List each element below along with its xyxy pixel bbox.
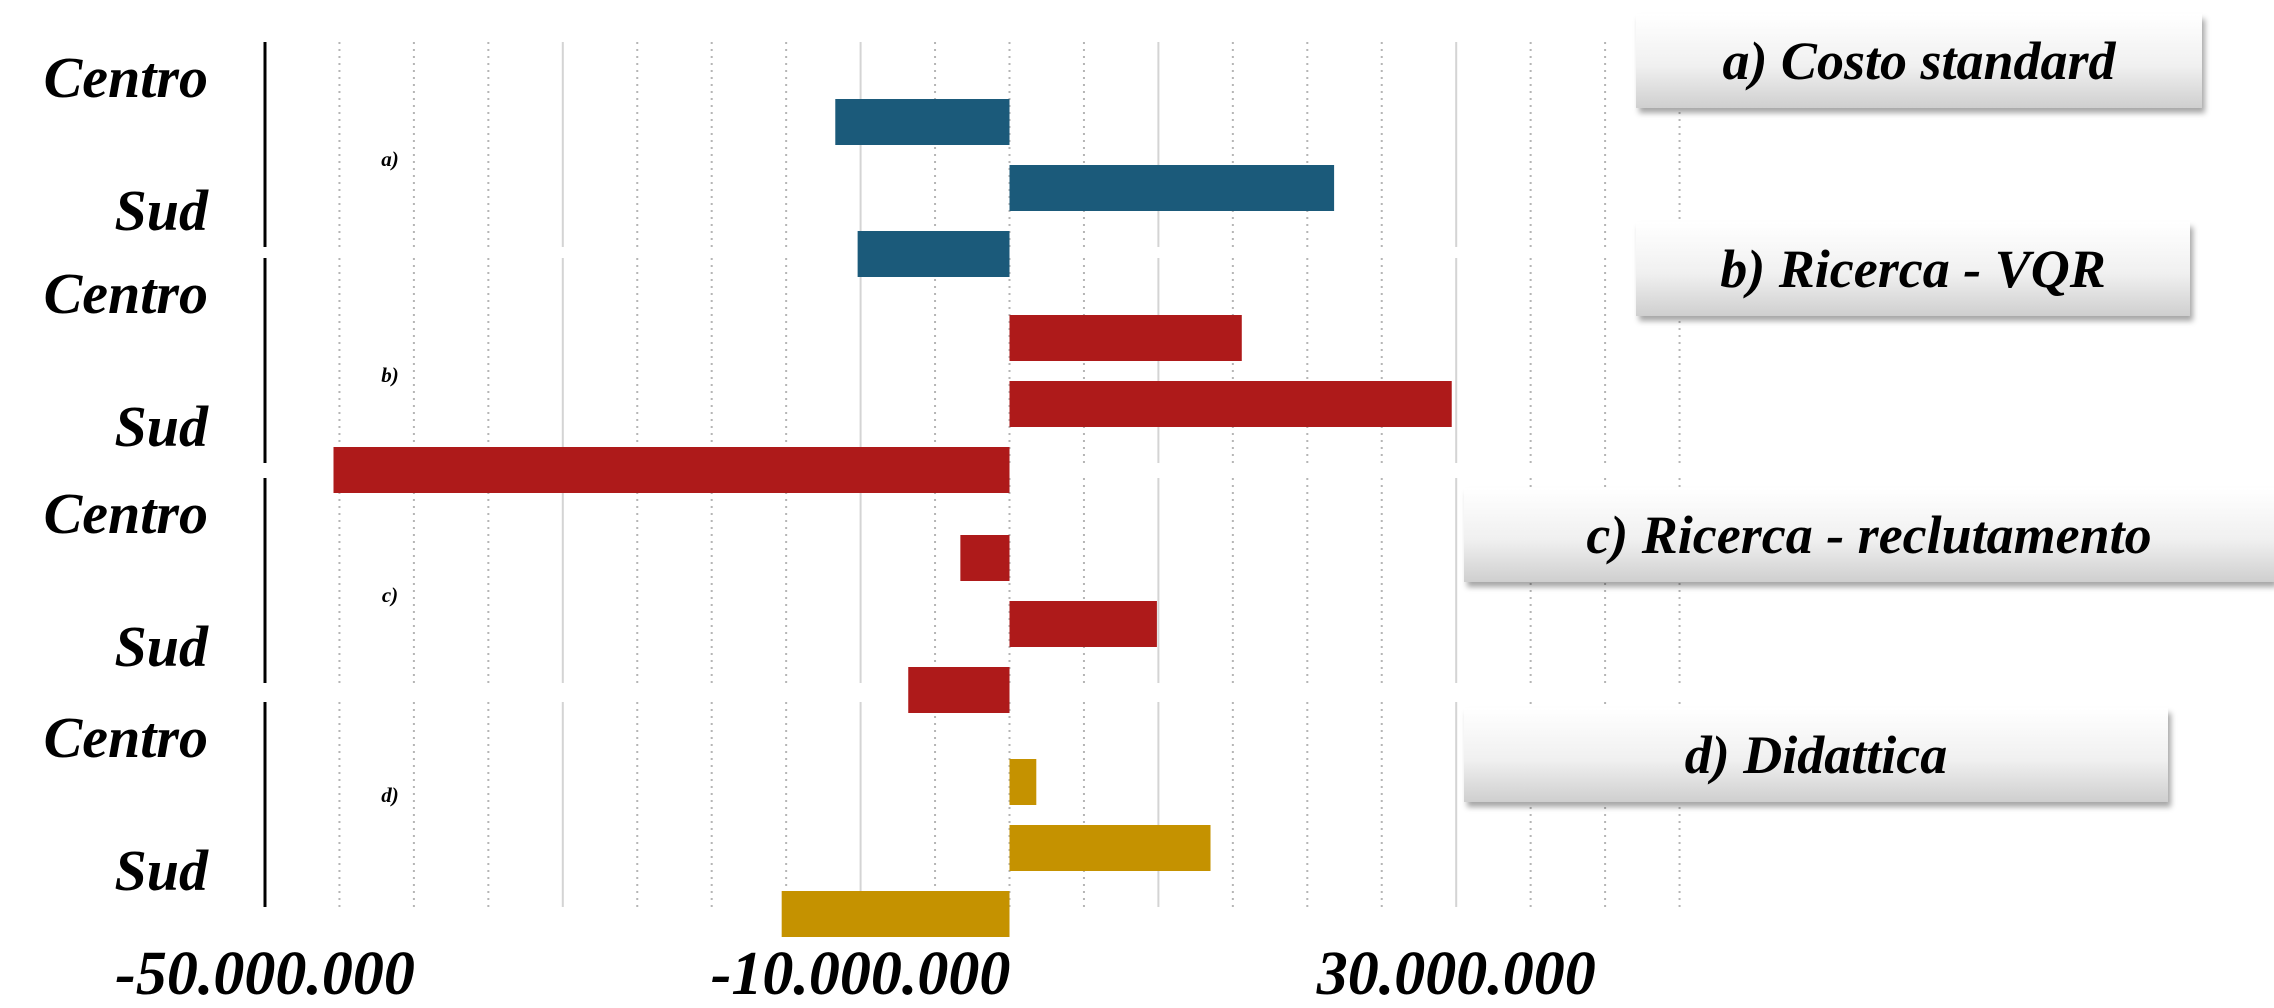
x-tick-label: -10.000.000 bbox=[711, 940, 1011, 1008]
panel-title: b) Ricerca - VQR bbox=[1720, 239, 2105, 299]
bar bbox=[1009, 759, 1037, 805]
category-label-centro: Centro bbox=[44, 481, 208, 546]
x-tick-label: 30.000.000 bbox=[1316, 940, 1596, 1008]
panel-title-box: d) Didattica bbox=[1464, 708, 2168, 802]
bar bbox=[857, 231, 1010, 277]
category-label-sud: Sud bbox=[114, 838, 209, 903]
panel-title-box: a) Costo standard bbox=[1636, 14, 2202, 108]
title-box-background bbox=[1464, 488, 2274, 582]
bar bbox=[1009, 315, 1242, 361]
panel-title-box: c) Ricerca - reclutamento bbox=[1464, 488, 2274, 582]
category-label-centro: Centro bbox=[44, 261, 208, 326]
panel-id: b) bbox=[381, 363, 399, 387]
panel-titles: a) Costo standard b) Ricerca - VQR c) Rice… bbox=[1464, 14, 2274, 802]
bar bbox=[835, 99, 1010, 145]
x-tick-label: -50.000.000 bbox=[115, 940, 415, 1008]
gridlines bbox=[338, 42, 1681, 907]
bar bbox=[333, 447, 1010, 493]
panel-id: d) bbox=[381, 783, 399, 807]
bar bbox=[781, 891, 1010, 937]
title-box-background bbox=[1636, 222, 2190, 316]
panel-id: c) bbox=[382, 583, 398, 607]
labels: Centro Sud a) Centro Sud b) Centro Sud c) Centro S… bbox=[44, 45, 1596, 1008]
category-label-sud: Sud bbox=[114, 178, 209, 243]
category-label-centro: Centro bbox=[44, 45, 208, 110]
panel-title: a) Costo standard bbox=[1722, 31, 2116, 91]
panel-title: d) Didattica bbox=[1685, 725, 1947, 785]
bar bbox=[1009, 825, 1211, 871]
bar bbox=[908, 667, 1010, 713]
bar bbox=[1009, 601, 1157, 647]
bar bbox=[1009, 165, 1335, 211]
bar bbox=[1009, 381, 1452, 427]
category-label-sud: Sud bbox=[114, 614, 209, 679]
title-box-background bbox=[1464, 708, 2168, 802]
title-box-background bbox=[1636, 14, 2202, 108]
category-label-sud: Sud bbox=[114, 394, 209, 459]
panel-title: c) Ricerca - reclutamento bbox=[1586, 505, 2151, 565]
panel-id: a) bbox=[381, 147, 399, 171]
bars bbox=[333, 99, 1452, 937]
panel-title-box: b) Ricerca - VQR bbox=[1636, 222, 2190, 316]
bar bbox=[960, 535, 1010, 581]
category-label-centro: Centro bbox=[44, 705, 208, 770]
